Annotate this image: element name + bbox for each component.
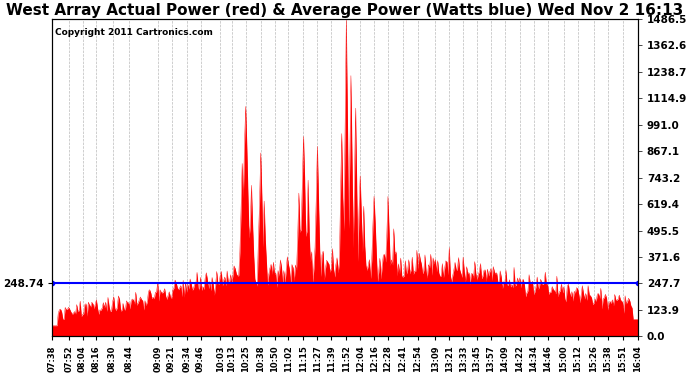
Title: West Array Actual Power (red) & Average Power (Watts blue) Wed Nov 2 16:13: West Array Actual Power (red) & Average … [6,3,684,18]
Text: Copyright 2011 Cartronics.com: Copyright 2011 Cartronics.com [55,28,213,38]
